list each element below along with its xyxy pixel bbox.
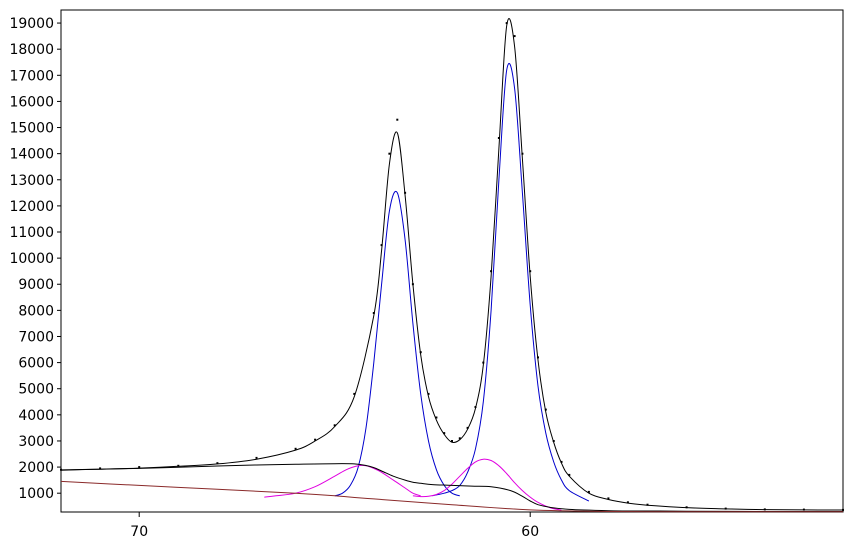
y-tick-label: 17000 <box>9 68 54 84</box>
y-tick-label: 18000 <box>9 42 54 58</box>
data-point <box>466 426 469 429</box>
y-tick-label: 7000 <box>18 329 54 345</box>
data-point <box>435 416 438 419</box>
data-point <box>497 137 500 139</box>
data-point <box>138 466 141 469</box>
x-tick-label: 60 <box>521 524 539 540</box>
y-tick-label: 11000 <box>9 225 54 241</box>
series-line-envelope <box>60 18 844 511</box>
series-line-background-sum <box>60 463 843 512</box>
series-line-baseline <box>60 480 843 513</box>
data-point <box>294 447 297 450</box>
y-tick-label: 5000 <box>18 382 54 398</box>
data-point <box>458 437 461 440</box>
data-point <box>353 392 356 395</box>
data-point <box>568 473 571 476</box>
data-point <box>396 118 399 121</box>
data-point <box>380 244 383 247</box>
y-tick-label: 2000 <box>18 460 54 476</box>
data-point <box>513 35 516 38</box>
y-tick-label: 8000 <box>18 303 54 319</box>
y-tick-label: 6000 <box>18 356 54 372</box>
data-point <box>388 152 391 155</box>
data-point <box>314 438 317 441</box>
y-tick-label: 13000 <box>9 173 54 189</box>
y-tick-label: 14000 <box>9 147 54 163</box>
y-tick-label: 16000 <box>9 94 54 110</box>
y-tick-label: 15000 <box>9 121 54 137</box>
data-point <box>607 497 610 500</box>
series-line-component-4 <box>412 458 562 511</box>
series-line-component-2 <box>432 63 590 502</box>
data-point <box>255 456 258 459</box>
data-point <box>99 467 102 470</box>
y-tick-label: 10000 <box>9 251 54 267</box>
data-point <box>451 440 453 442</box>
data-point <box>443 432 446 435</box>
x-axis: 70 60 <box>130 512 539 540</box>
data-point <box>216 462 219 465</box>
x-tick-label: 70 <box>130 524 148 540</box>
data-point <box>427 392 430 395</box>
y-axis: 1000 2000 3000 4000 5000 6000 7000 8000 9000 1000… <box>9 16 61 502</box>
data-point <box>333 424 336 427</box>
y-tick-label: 3000 <box>18 434 54 450</box>
data-point <box>626 501 629 504</box>
data-point <box>560 460 563 463</box>
y-tick-label: 9000 <box>18 277 54 293</box>
series-layer <box>60 18 844 513</box>
plot-frame <box>60 9 844 513</box>
y-tick-label: 1000 <box>18 486 54 502</box>
data-point <box>587 490 590 493</box>
y-tick-label: 12000 <box>9 199 54 215</box>
series-line-component-1 <box>334 190 460 497</box>
y-tick-label: 4000 <box>18 408 54 424</box>
y-tick-label: 19000 <box>9 16 54 32</box>
